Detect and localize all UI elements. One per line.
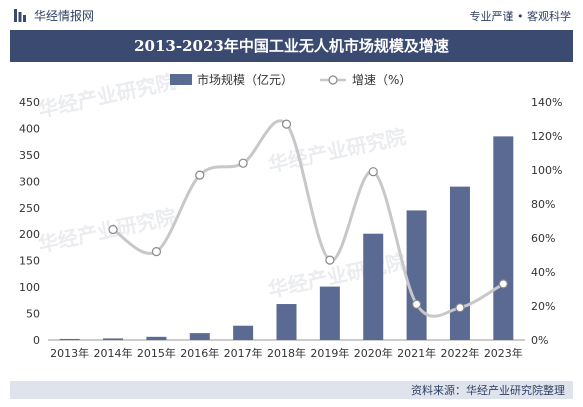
y-right-tick-label: 40%: [531, 266, 555, 279]
x-tick-label: 2017年: [224, 346, 263, 360]
slogan: 专业严谨 • 客观科学: [469, 10, 571, 23]
watermark-text: 华经产业研究院: [266, 124, 408, 177]
legend-swatch-bar: [170, 74, 192, 85]
legend-marker: [328, 75, 338, 85]
y-right-tick-label: 120%: [531, 130, 562, 143]
y-right-tick-label: 80%: [531, 198, 555, 211]
brand-name: 华经情报网: [34, 9, 95, 23]
y-left-tick-label: 350: [19, 149, 40, 162]
bar: [449, 186, 470, 340]
y-right-tick-label: 140%: [531, 96, 562, 109]
growth-point: [195, 170, 205, 180]
x-tick-label: 2022年: [440, 346, 479, 360]
bar: [406, 210, 427, 340]
growth-point: [368, 167, 378, 177]
y-right-tick-label: 0%: [531, 334, 548, 347]
x-tick-label: 2019年: [310, 346, 349, 360]
growth-point: [151, 247, 162, 257]
x-tick-label: 2018年: [267, 346, 306, 360]
y-left-tick-label: 400: [19, 122, 40, 135]
top-bar: 华经情报网 专业严谨 • 客观科学: [0, 0, 583, 30]
growth-point: [411, 299, 422, 309]
y-left-tick-label: 250: [19, 202, 40, 215]
bar: [233, 325, 254, 340]
bar: [276, 304, 297, 340]
bar: [189, 333, 210, 340]
growth-point: [108, 224, 118, 235]
y-right-tick-label: 60%: [531, 232, 555, 245]
x-tick-label: 2013年: [50, 346, 89, 360]
legend-label-bar: 市场规模（亿元）: [197, 72, 293, 87]
y-left-tick-label: 150: [19, 255, 40, 268]
y-left-tick-label: 0: [33, 334, 40, 347]
y-right-tick-label: 100%: [531, 164, 562, 177]
x-tick-label: 2014年: [94, 346, 133, 360]
growth-line: [112, 119, 505, 318]
growth-point: [281, 119, 292, 129]
chart-title: 2013-2023年中国工业无人机市场规模及增速: [10, 30, 573, 62]
x-tick-label: 2021年: [397, 346, 436, 360]
y-left-tick-label: 100: [19, 281, 40, 294]
y-left-tick-label: 50: [26, 308, 40, 321]
bar: [493, 136, 514, 340]
y-right-tick-label: 20%: [531, 300, 555, 313]
bar: [59, 338, 80, 340]
bar: [146, 336, 167, 340]
source-note: 资料来源：华经产业研究院整理: [411, 384, 565, 397]
growth-point: [325, 255, 335, 265]
growth-point: [238, 158, 248, 168]
x-tick-label: 2023年: [484, 346, 523, 360]
legend-label-line: 增速（%）: [352, 73, 411, 87]
y-left-tick-label: 200: [19, 228, 40, 241]
x-tick-label: 2015年: [137, 346, 176, 360]
growth-point: [455, 303, 465, 313]
y-left-tick-label: 450: [19, 96, 40, 109]
footer-bar: 资料来源：华经产业研究院整理: [10, 381, 573, 399]
x-tick-label: 2020年: [354, 346, 393, 360]
bar: [319, 286, 340, 340]
watermark-text: 华经产业研究院: [36, 69, 178, 122]
x-tick-label: 2016年: [180, 346, 219, 360]
bar: [363, 233, 384, 340]
bar: [103, 338, 124, 340]
growth-point: [498, 279, 508, 289]
y-left-tick-label: 300: [19, 175, 40, 188]
logo-icon: [14, 9, 26, 22]
